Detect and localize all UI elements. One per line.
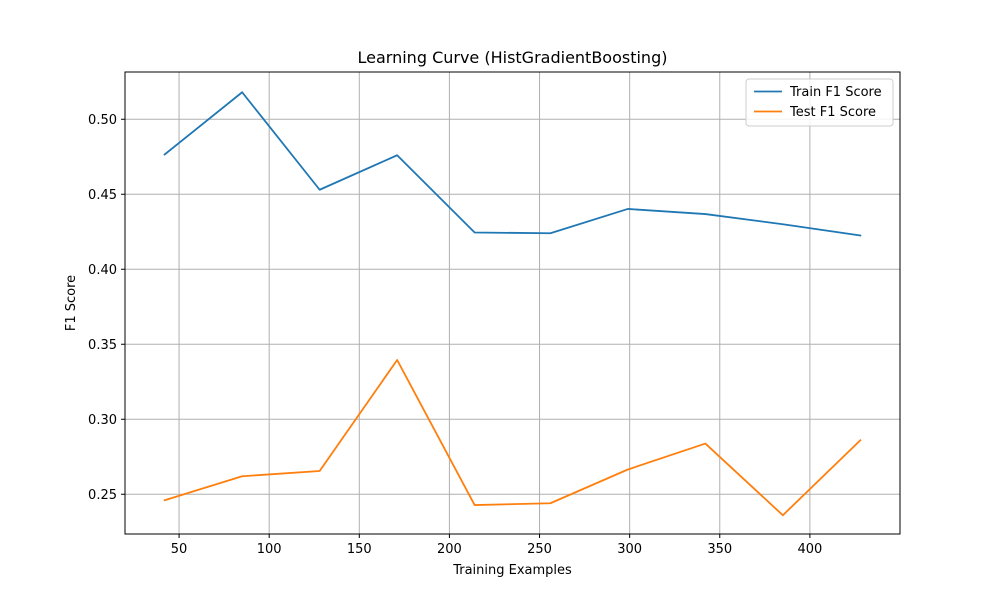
plot-frame	[124, 71, 901, 535]
series-line-train-f1	[163, 91, 862, 237]
grid-lines	[125, 72, 900, 534]
y-tick-label: 0.50	[88, 113, 117, 128]
legend-box	[745, 78, 894, 127]
x-tick-label: 100	[257, 542, 282, 557]
y-tick-label: 0.45	[88, 188, 117, 203]
x-tick-label: 150	[347, 542, 372, 557]
x-tick-label: 50	[171, 542, 188, 557]
legend: Train F1 Score Test F1 Score	[745, 78, 894, 127]
x-axis-label: Training Examples	[452, 563, 572, 578]
x-tick-label: 400	[797, 542, 822, 557]
x-tick-label: 350	[707, 542, 732, 557]
y-tick-label: 0.30	[88, 413, 117, 428]
x-tick-label: 300	[617, 542, 642, 557]
x-tick-label: 250	[527, 542, 552, 557]
chart-title: Learning Curve (HistGradientBoosting)	[358, 48, 668, 67]
y-tick-label: 0.40	[88, 263, 117, 278]
y-tick-label: 0.25	[88, 488, 117, 503]
legend-label: Test F1 Score	[789, 105, 876, 120]
legend-label: Train F1 Score	[789, 85, 882, 100]
y-tick-label: 0.35	[88, 338, 117, 353]
series-lines	[163, 91, 862, 517]
y-axis-label: F1 Score	[64, 275, 79, 331]
series-line-test-f1	[163, 359, 862, 517]
axis-ticks: 50 100 150 200 250 300 350 400 0.25 0.30 0.35 0.40 0…	[88, 113, 822, 557]
x-tick-label: 200	[437, 542, 462, 557]
